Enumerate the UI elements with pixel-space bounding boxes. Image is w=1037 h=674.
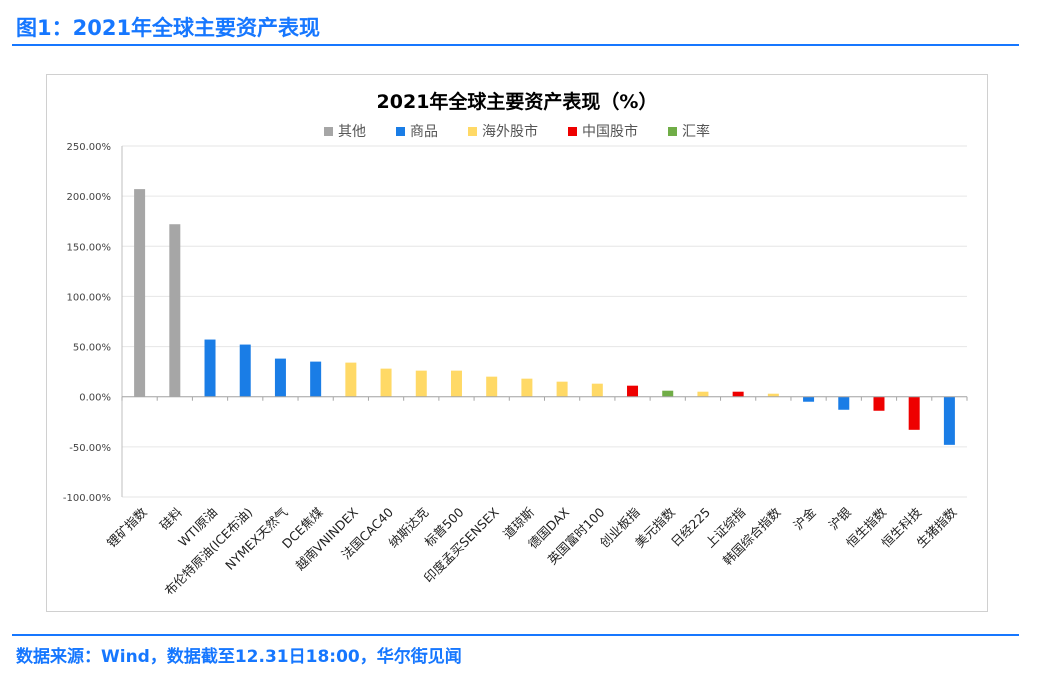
bar bbox=[556, 381, 568, 397]
bar bbox=[415, 370, 427, 397]
bar bbox=[627, 385, 639, 397]
bar bbox=[838, 396, 850, 410]
source-note: 数据来源：Wind，数据截至12.31日18:00，华尔街见闻 bbox=[16, 647, 462, 667]
legend-swatch bbox=[324, 126, 333, 136]
legend-swatch bbox=[468, 126, 477, 136]
bar bbox=[591, 383, 603, 397]
header-divider bbox=[12, 44, 1019, 46]
category-label: 沪金 bbox=[790, 504, 819, 533]
legend-item: 商品 bbox=[396, 121, 438, 141]
legend-swatch bbox=[568, 126, 577, 136]
legend-item: 汇率 bbox=[668, 121, 710, 141]
bar bbox=[767, 393, 779, 397]
legend-swatch bbox=[396, 126, 405, 136]
legend-item: 海外股市 bbox=[468, 121, 538, 141]
y-tick-label: 50.00% bbox=[73, 343, 111, 354]
chart-legend: 其他 商品 海外股市 中国股市 汇率 bbox=[47, 121, 987, 141]
bar bbox=[803, 396, 815, 402]
bar bbox=[380, 368, 392, 397]
y-tick-label: 100.00% bbox=[67, 292, 112, 303]
bar bbox=[521, 378, 533, 397]
bar bbox=[310, 361, 322, 397]
bar-chart: 250.00% 200.00% 150.00% 100.00% 50.00% 0.00% -… bbox=[63, 142, 968, 598]
legend-label: 海外股市 bbox=[482, 124, 538, 140]
bar bbox=[169, 224, 181, 397]
category-label: 锂矿指数 bbox=[104, 504, 150, 550]
bar bbox=[697, 391, 709, 397]
bar bbox=[239, 344, 251, 397]
legend-label: 汇率 bbox=[682, 124, 710, 140]
bar bbox=[345, 362, 357, 397]
bar bbox=[662, 390, 674, 397]
legend-item: 中国股市 bbox=[568, 121, 638, 141]
bar bbox=[486, 376, 498, 397]
bar bbox=[274, 358, 286, 397]
bar bbox=[134, 189, 146, 397]
bar bbox=[908, 396, 920, 430]
legend-label: 其他 bbox=[338, 124, 366, 140]
bar bbox=[873, 396, 885, 411]
category-label: 生猪指数 bbox=[914, 504, 960, 550]
figure-title: 图1：2021年全球主要资产表现 bbox=[16, 16, 321, 40]
bar bbox=[732, 391, 744, 397]
y-tick-label: -100.00% bbox=[63, 493, 111, 504]
bar bbox=[204, 339, 216, 397]
y-tick-label: -50.00% bbox=[69, 443, 111, 454]
bar bbox=[943, 396, 955, 445]
y-tick-label: 150.00% bbox=[67, 242, 112, 253]
legend-item: 其他 bbox=[324, 121, 366, 141]
y-tick-label: 0.00% bbox=[79, 393, 111, 404]
footer-divider bbox=[12, 634, 1019, 636]
y-tick-label: 250.00% bbox=[67, 142, 112, 153]
category-label: 硅料 bbox=[157, 504, 186, 533]
category-label: 沪银 bbox=[826, 504, 855, 533]
legend-label: 商品 bbox=[410, 124, 438, 140]
legend-label: 中国股市 bbox=[582, 124, 638, 140]
legend-swatch bbox=[668, 126, 677, 136]
chart-panel: 250.00% 200.00% 150.00% 100.00% 50.00% 0.00% -… bbox=[46, 74, 988, 612]
bar bbox=[450, 370, 462, 397]
y-tick-label: 200.00% bbox=[67, 192, 112, 203]
chart-title: 2021年全球主要资产表现（%） bbox=[376, 91, 658, 113]
